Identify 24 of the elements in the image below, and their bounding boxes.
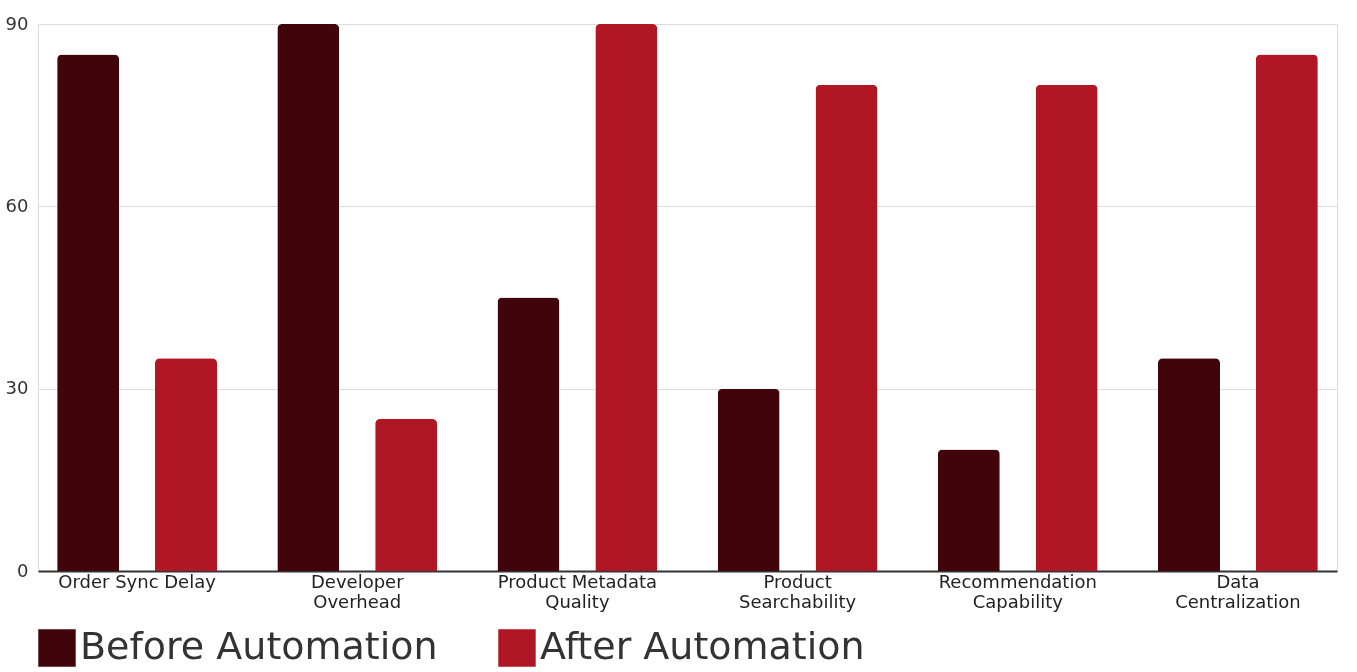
x-tick-label: Data Centralization — [1175, 570, 1301, 612]
bar — [595, 24, 658, 571]
x-tick-label: Recommendation Capability — [938, 570, 1097, 612]
bar — [155, 358, 217, 571]
bar — [1035, 84, 1098, 571]
bar — [815, 84, 878, 571]
bar — [1158, 358, 1220, 571]
x-tick-label: Product Searchability — [739, 570, 857, 612]
x-tick-label: Product Metadata Quality — [497, 570, 658, 612]
legend-label: Before Automation — [80, 624, 438, 668]
x-tick-label: Order Sync Delay — [58, 570, 217, 592]
y-tick-label: 30 — [5, 377, 29, 399]
bar — [375, 419, 438, 571]
x-tick-label: Developer Overhead — [310, 570, 405, 612]
y-tick-label: 90 — [5, 12, 29, 34]
bar — [937, 449, 1000, 571]
bar — [277, 24, 340, 571]
y-tick-label: 60 — [5, 194, 29, 216]
bar — [1255, 54, 1318, 571]
legend-label: After Automation — [540, 624, 865, 668]
y-tick-label: 0 — [17, 559, 29, 581]
bar — [497, 297, 560, 571]
bar — [717, 388, 780, 571]
bar — [57, 54, 120, 571]
